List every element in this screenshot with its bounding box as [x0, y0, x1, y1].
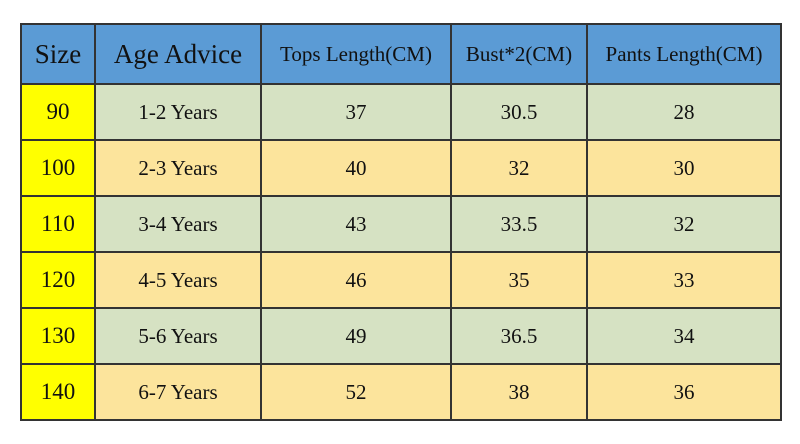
table-row: 120 4-5 Years 46 35 33	[20, 251, 782, 309]
header-age-advice: Age Advice	[94, 23, 262, 85]
table-row: 90 1-2 Years 37 30.5 28	[20, 83, 782, 141]
cell-tops: 40	[260, 139, 452, 197]
cell-size: 110	[20, 195, 96, 253]
cell-bust: 35	[450, 251, 588, 309]
header-row: Size Age Advice Tops Length(CM) Bust*2(C…	[20, 23, 782, 85]
cell-size: 100	[20, 139, 96, 197]
cell-size: 130	[20, 307, 96, 365]
cell-pants: 28	[586, 83, 782, 141]
table-row: 100 2-3 Years 40 32 30	[20, 139, 782, 197]
cell-bust: 38	[450, 363, 588, 421]
cell-tops: 37	[260, 83, 452, 141]
size-chart-table: Size Age Advice Tops Length(CM) Bust*2(C…	[20, 23, 782, 421]
cell-pants: 32	[586, 195, 782, 253]
cell-tops: 46	[260, 251, 452, 309]
size-chart-container: Size Age Advice Tops Length(CM) Bust*2(C…	[20, 23, 782, 421]
table-row: 140 6-7 Years 52 38 36	[20, 363, 782, 421]
cell-pants: 34	[586, 307, 782, 365]
header-tops-length: Tops Length(CM)	[260, 23, 452, 85]
cell-size: 120	[20, 251, 96, 309]
cell-age: 1-2 Years	[94, 83, 262, 141]
header-bust: Bust*2(CM)	[450, 23, 588, 85]
cell-tops: 43	[260, 195, 452, 253]
cell-tops: 52	[260, 363, 452, 421]
header-pants-length: Pants Length(CM)	[586, 23, 782, 85]
cell-age: 3-4 Years	[94, 195, 262, 253]
cell-age: 4-5 Years	[94, 251, 262, 309]
cell-size: 140	[20, 363, 96, 421]
table-row: 110 3-4 Years 43 33.5 32	[20, 195, 782, 253]
cell-pants: 33	[586, 251, 782, 309]
table-row: 130 5-6 Years 49 36.5 34	[20, 307, 782, 365]
cell-bust: 36.5	[450, 307, 588, 365]
header-size: Size	[20, 23, 96, 85]
cell-bust: 30.5	[450, 83, 588, 141]
cell-pants: 30	[586, 139, 782, 197]
cell-tops: 49	[260, 307, 452, 365]
cell-age: 6-7 Years	[94, 363, 262, 421]
cell-bust: 33.5	[450, 195, 588, 253]
cell-pants: 36	[586, 363, 782, 421]
cell-size: 90	[20, 83, 96, 141]
cell-age: 2-3 Years	[94, 139, 262, 197]
cell-bust: 32	[450, 139, 588, 197]
cell-age: 5-6 Years	[94, 307, 262, 365]
